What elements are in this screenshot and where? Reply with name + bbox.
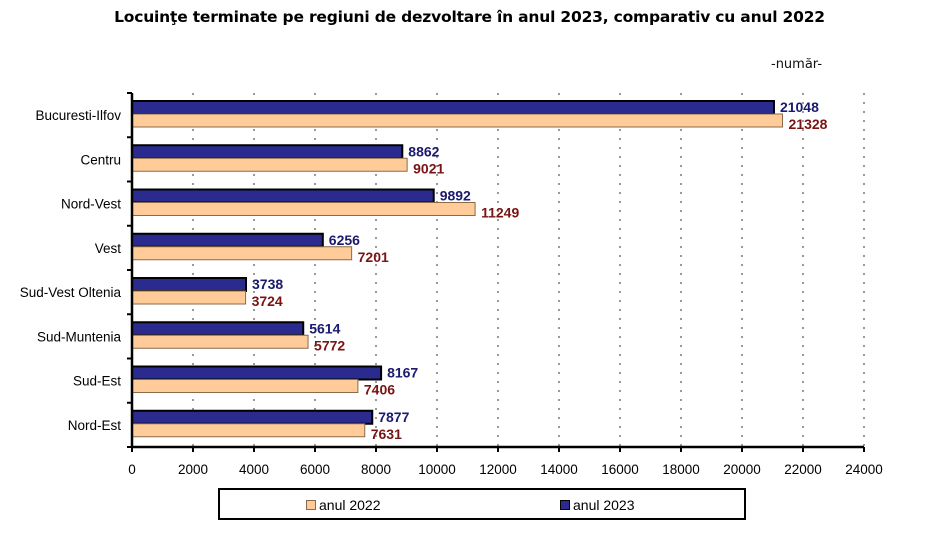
x-tick-label: 14000	[540, 462, 578, 477]
bar-2022	[131, 157, 408, 172]
bar-2023	[131, 144, 404, 160]
value-label-2023: 3738	[252, 276, 283, 292]
x-tick-label: 6000	[300, 462, 330, 477]
bar-2022	[131, 334, 309, 349]
value-label-2023: 6256	[329, 232, 360, 248]
category-label: Nord-Vest	[61, 197, 121, 212]
legend: anul 2022 anul 2023	[218, 488, 746, 520]
x-tick-label: 18000	[662, 462, 700, 477]
legend-item-2023: anul 2023	[560, 497, 635, 513]
x-tick-label: 0	[128, 462, 136, 477]
value-label-2022: 5772	[314, 337, 345, 353]
bar-2022	[131, 290, 247, 305]
x-tick-label: 2000	[178, 462, 208, 477]
value-label-2023: 5614	[309, 320, 340, 336]
bar-2023	[131, 232, 324, 248]
bar-2023	[131, 409, 374, 425]
legend-swatch-2023	[560, 500, 570, 510]
category-label: Nord-Est	[68, 418, 122, 433]
bar-2022	[131, 379, 359, 393]
bar-2023	[131, 277, 248, 292]
x-tick-label: 8000	[361, 462, 391, 477]
chart-title: Locuinţe terminate pe regiuni de dezvolt…	[114, 8, 825, 26]
value-label-2022: 7631	[371, 426, 402, 442]
category-labels: Bucuresti-Ilfov Centru Nord-Vest Vest Sud-Ve…	[20, 108, 122, 433]
category-label: Sud-Vest Oltenia	[20, 285, 122, 300]
bar-2023	[131, 188, 435, 204]
unit-label: -număr-	[771, 57, 823, 72]
value-label-2022: 7201	[358, 249, 389, 265]
value-label-2023: 7877	[378, 409, 409, 425]
category-label: Bucuresti-Ilfov	[35, 108, 121, 123]
value-label-2023: 8167	[387, 365, 418, 381]
x-tick-label: 12000	[479, 462, 517, 477]
x-tick-label: 16000	[601, 462, 639, 477]
value-label-2022: 21328	[789, 116, 828, 132]
value-label-2023: 8862	[408, 143, 439, 159]
axes	[127, 92, 865, 452]
bars	[131, 100, 784, 438]
category-label: Sud-Muntenia	[37, 329, 122, 344]
bar-2022	[131, 423, 366, 438]
legend-label-2023: anul 2023	[573, 497, 635, 513]
bar-2023	[131, 321, 305, 337]
value-label-2022: 3724	[252, 293, 283, 309]
x-tick-label: 20000	[723, 462, 761, 477]
x-tick-label: 22000	[784, 462, 822, 477]
tick-labels: 0 2000 4000 6000 8000 10000 12000 14000 16000 180…	[128, 462, 883, 477]
value-label-2022: 11249	[481, 205, 519, 221]
value-label-2023: 21048	[780, 99, 819, 115]
x-tick-label: 4000	[239, 462, 269, 477]
legend-item-2022: anul 2022	[306, 497, 381, 513]
category-label: Sud-Est	[73, 374, 121, 389]
value-label-2022: 9021	[413, 160, 444, 176]
bar-2023	[131, 100, 775, 115]
bar-2022	[131, 113, 784, 128]
bar-2023	[131, 365, 383, 381]
value-label-2022: 7406	[364, 382, 395, 398]
value-label-2023: 9892	[440, 188, 471, 204]
legend-label-2022: anul 2022	[319, 497, 381, 513]
x-tick-label: 24000	[845, 462, 883, 477]
category-label: Centru	[80, 152, 121, 167]
bar-2022	[131, 202, 476, 216]
x-tick-label: 10000	[418, 462, 456, 477]
bar-2022	[131, 246, 353, 261]
category-label: Vest	[95, 241, 122, 256]
legend-swatch-2022	[306, 500, 316, 510]
